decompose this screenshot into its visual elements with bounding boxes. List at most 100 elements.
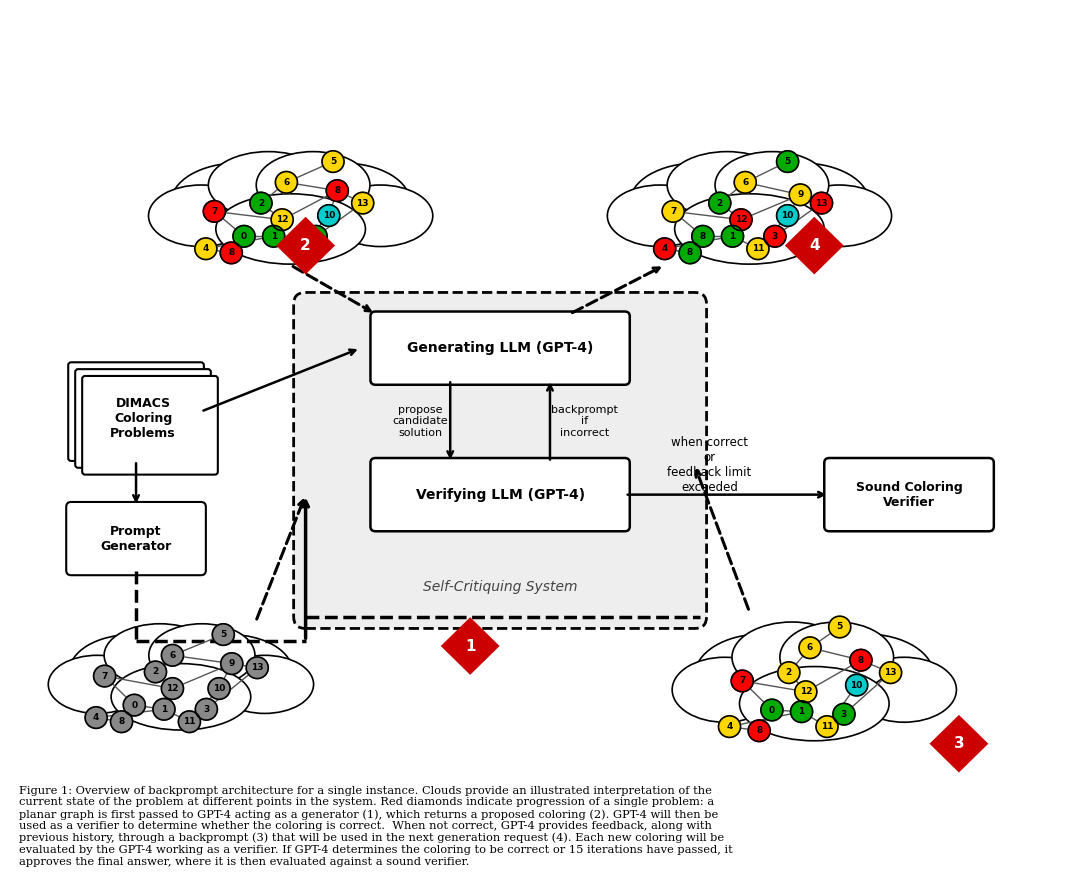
Ellipse shape	[216, 194, 365, 264]
Ellipse shape	[672, 658, 777, 722]
Circle shape	[161, 678, 184, 699]
Ellipse shape	[104, 624, 216, 687]
FancyBboxPatch shape	[824, 458, 994, 531]
Text: 13: 13	[815, 198, 827, 208]
Text: 13: 13	[251, 663, 264, 673]
Text: 2: 2	[300, 238, 311, 253]
Polygon shape	[442, 619, 498, 673]
Text: 7: 7	[670, 207, 676, 216]
Circle shape	[233, 226, 255, 247]
Text: 6: 6	[283, 178, 289, 187]
Text: 1: 1	[798, 707, 805, 716]
Circle shape	[262, 226, 285, 247]
Text: 2: 2	[258, 198, 265, 208]
Text: 9: 9	[797, 190, 804, 199]
Text: 5: 5	[784, 157, 791, 166]
Ellipse shape	[208, 151, 328, 219]
Ellipse shape	[607, 185, 712, 247]
Ellipse shape	[104, 635, 258, 726]
Text: when correct
or
feedback limit
exceeded: when correct or feedback limit exceeded	[667, 436, 752, 495]
Text: 3: 3	[203, 704, 210, 714]
Text: 8: 8	[858, 656, 864, 665]
Ellipse shape	[111, 664, 251, 730]
Circle shape	[213, 624, 234, 645]
FancyBboxPatch shape	[68, 362, 204, 461]
Circle shape	[761, 699, 783, 720]
Text: 11: 11	[821, 722, 834, 731]
Circle shape	[249, 192, 272, 214]
Circle shape	[305, 226, 327, 247]
Polygon shape	[786, 219, 842, 273]
Circle shape	[653, 238, 676, 259]
Text: 6: 6	[170, 650, 176, 660]
Text: 0: 0	[769, 705, 775, 714]
Polygon shape	[931, 716, 987, 771]
Text: Figure 1: Overview of backprompt architecture for a single instance. Clouds prov: Figure 1: Overview of backprompt archite…	[19, 786, 733, 866]
Circle shape	[850, 650, 872, 671]
Text: 10: 10	[850, 681, 863, 689]
Circle shape	[730, 209, 752, 230]
Text: 8: 8	[119, 717, 124, 727]
Circle shape	[692, 226, 714, 247]
Text: 5: 5	[837, 622, 842, 632]
FancyBboxPatch shape	[370, 458, 630, 531]
Text: 12: 12	[275, 215, 288, 224]
Circle shape	[194, 238, 217, 259]
Ellipse shape	[787, 185, 892, 247]
Ellipse shape	[667, 163, 832, 259]
Text: 1: 1	[161, 704, 167, 714]
Circle shape	[271, 209, 293, 230]
Circle shape	[810, 192, 833, 214]
Text: 3: 3	[772, 232, 778, 241]
Text: Sound Coloring
Verifier: Sound Coloring Verifier	[855, 481, 962, 509]
Circle shape	[718, 716, 741, 737]
Ellipse shape	[171, 163, 306, 242]
FancyBboxPatch shape	[294, 292, 706, 628]
Circle shape	[764, 226, 786, 247]
Circle shape	[123, 695, 146, 716]
Text: 7: 7	[102, 672, 108, 681]
Circle shape	[220, 653, 243, 674]
Circle shape	[795, 681, 816, 703]
FancyBboxPatch shape	[370, 312, 630, 385]
Ellipse shape	[216, 655, 313, 713]
Ellipse shape	[694, 634, 829, 718]
Text: 2: 2	[717, 198, 723, 208]
Ellipse shape	[167, 635, 293, 709]
Text: 2: 2	[786, 668, 792, 677]
Circle shape	[145, 661, 166, 682]
Circle shape	[816, 716, 838, 737]
Text: 12: 12	[166, 684, 178, 693]
Circle shape	[318, 204, 340, 227]
Circle shape	[748, 720, 770, 742]
FancyBboxPatch shape	[82, 376, 218, 474]
Text: 7: 7	[739, 676, 745, 686]
Ellipse shape	[69, 635, 194, 709]
Text: 1: 1	[464, 639, 475, 653]
Circle shape	[777, 150, 798, 173]
Text: 4: 4	[809, 238, 820, 253]
Ellipse shape	[149, 185, 253, 247]
Text: 6: 6	[742, 178, 748, 187]
Circle shape	[777, 204, 798, 227]
Ellipse shape	[675, 194, 824, 264]
Text: 12: 12	[799, 688, 812, 696]
Text: backprompt
if
incorrect: backprompt if incorrect	[552, 404, 619, 438]
Text: 3: 3	[313, 232, 320, 241]
Ellipse shape	[732, 622, 852, 693]
Text: 4: 4	[203, 244, 210, 253]
Text: 0: 0	[241, 232, 247, 241]
Text: 4: 4	[727, 722, 732, 731]
Circle shape	[799, 637, 821, 658]
Text: 10: 10	[213, 684, 226, 693]
Ellipse shape	[734, 163, 869, 242]
Text: 3: 3	[841, 710, 847, 719]
Text: 11: 11	[293, 244, 306, 253]
Circle shape	[731, 670, 753, 692]
Text: 5: 5	[329, 157, 336, 166]
Text: 2: 2	[152, 667, 159, 676]
Text: 13: 13	[885, 668, 896, 677]
Ellipse shape	[328, 185, 433, 247]
Circle shape	[326, 180, 348, 202]
Text: 11: 11	[184, 717, 195, 727]
